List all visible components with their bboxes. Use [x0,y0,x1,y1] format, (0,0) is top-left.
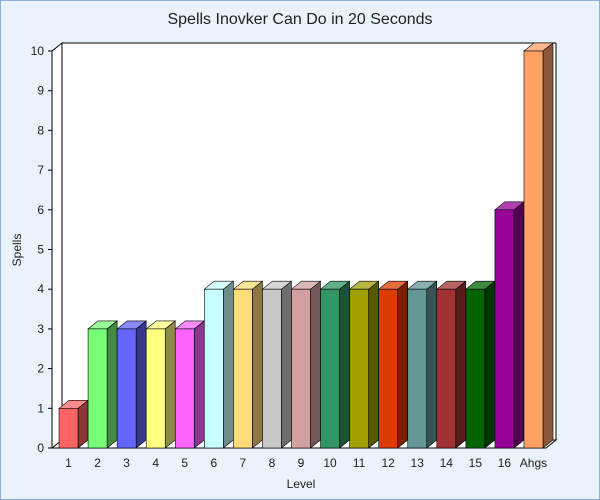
bar-side [339,280,350,449]
bar-side [252,280,263,449]
y-tick-label: 1 [37,401,44,415]
bar-side [193,320,205,449]
bar-front [174,328,195,449]
bar-6 [203,280,235,449]
x-tick-label: 3 [123,456,130,470]
bar-side [135,320,147,449]
x-tick-label: 7 [240,456,247,470]
y-tick-label: 10 [31,44,45,58]
bar-side [310,280,321,449]
y-tick-label: 5 [37,243,44,257]
bar-7 [232,280,264,449]
bar-front [465,288,486,449]
x-tick-label: 9 [298,456,305,470]
y-tick-label: 6 [37,203,44,217]
x-tick-label: Ahgs [520,456,547,470]
bar-4 [145,320,177,449]
bar-front [436,288,457,449]
bar-15 [464,280,496,449]
bar-front [204,288,224,449]
bar-side [513,201,525,449]
x-tick-label: 4 [152,456,159,470]
bar-12 [377,280,409,449]
y-tick-label: 9 [37,84,44,98]
x-tick-label: 10 [323,456,337,470]
bar-front [523,50,544,449]
x-tick-label: 16 [498,456,512,470]
bar-1 [58,399,89,449]
bar-side [106,320,118,449]
bar-front [87,328,108,449]
bar-side [223,280,234,449]
x-tick-label: 11 [353,456,366,470]
bar-11 [348,280,380,449]
bar-14 [435,280,467,449]
y-tick-label: 8 [37,123,44,137]
bar-front [233,288,253,449]
bar-front [407,288,428,449]
bar-16 [494,201,525,449]
bar-side [164,320,176,449]
y-tick-label: 0 [37,441,44,455]
x-tick-label: 15 [469,456,483,470]
y-tick-label: 2 [37,362,44,376]
bar-front [58,407,79,449]
bar-side [542,42,554,449]
y-tick-label: 7 [37,163,44,177]
x-tick-label: 1 [65,456,72,470]
bar-side [397,280,408,449]
bar-front [116,328,137,449]
x-tick-label: 14 [440,456,454,470]
bar-front [494,209,515,449]
chart-title: Spells Inovker Can Do in 20 Seconds [167,11,432,28]
bar-front [320,288,340,449]
bar-2 [87,320,118,449]
bar-front [145,328,166,449]
x-tick-label: 13 [411,456,425,470]
x-tick-label: 12 [381,456,395,470]
y-axis-label: Spells [10,234,24,267]
bar-front [378,288,398,449]
x-axis-label: Level [287,477,316,491]
x-tick-label: 6 [210,456,217,470]
x-axis-ticks: 1 2 3 4 5 6 7 8 9 10 11 12 13 14 15 16 Ahgs [65,456,547,470]
bars [58,42,554,449]
bar-3 [116,320,148,449]
x-tick-label: 5 [181,456,188,470]
y-axis-ticks: 0 1 2 3 4 5 6 7 8 9 10 [31,44,52,455]
bar-13 [406,280,438,449]
bar-5 [174,320,206,449]
bar-8 [261,280,293,449]
bar-side [455,280,467,449]
bar-side [368,280,379,449]
x-tick-label: 8 [269,456,276,470]
x-tick-label: 2 [94,456,101,470]
bar-side [484,280,496,449]
bar-front [349,288,369,449]
bar-front [262,288,282,449]
bar-Ahgs [523,42,554,449]
bar-front [291,288,311,449]
bar-side [281,280,292,449]
y-tick-label: 3 [37,322,44,336]
bar-10 [319,280,351,449]
bar-9 [290,280,322,449]
y-tick-label: 4 [37,282,44,296]
bar-side [426,280,438,449]
